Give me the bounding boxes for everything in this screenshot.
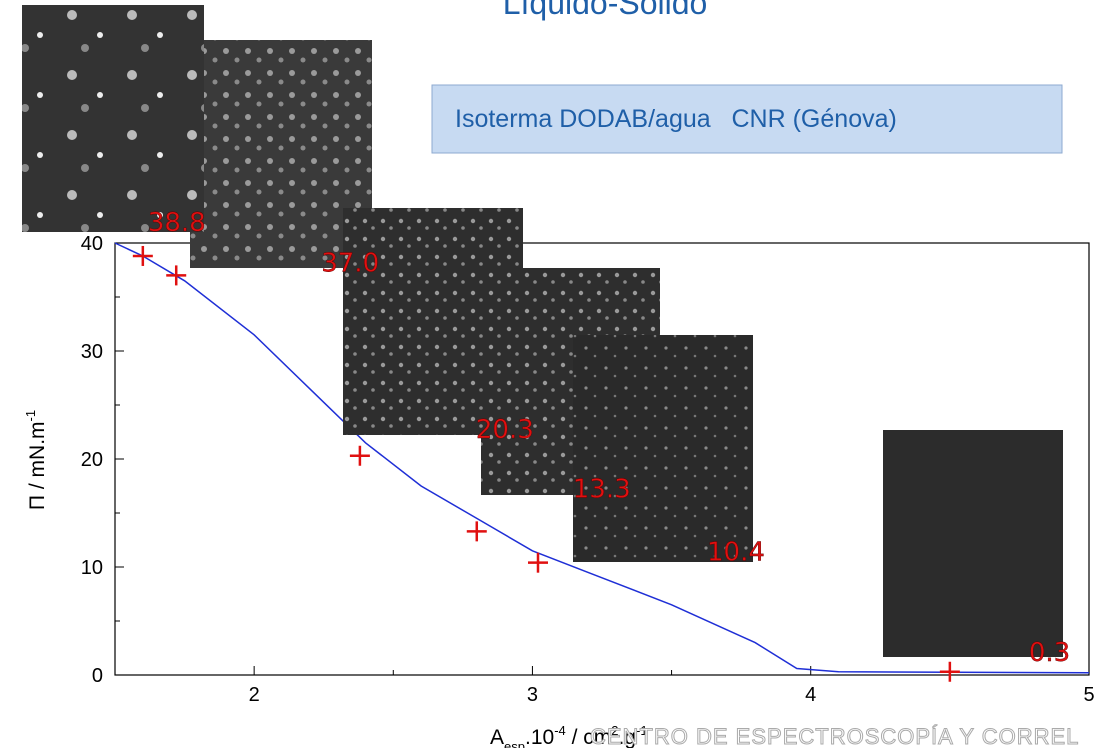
data-label: 13.3 [573, 474, 631, 504]
y-axis-label-part: -1 [23, 410, 38, 422]
x-axis-label-part: -1 [636, 723, 648, 738]
micrographs [22, 5, 1063, 657]
x-axis-label-part: / cm [566, 726, 612, 748]
data-point [349, 445, 370, 466]
x-axis-label-part: .10 [525, 726, 554, 748]
micrograph [190, 40, 372, 268]
data-point [466, 521, 487, 542]
data-point [527, 552, 548, 573]
y-tick-label: 40 [81, 233, 103, 255]
x-tick-label: 5 [1083, 684, 1094, 706]
x-axis-label-part: 2 [611, 723, 618, 738]
micrograph [22, 5, 204, 232]
micrograph [883, 430, 1063, 657]
data-label: 20.3 [476, 415, 534, 445]
y-axis-label: Π / mN.m-1 [23, 410, 49, 510]
data-point [166, 265, 187, 286]
x-axis-label-part: A [490, 726, 504, 748]
data-label: 37.0 [321, 248, 379, 278]
x-axis-label-part: .g [618, 726, 636, 748]
data-label: 0.3 [1029, 638, 1070, 668]
y-axis-label-part: Π / mN.m [26, 421, 49, 510]
data-point [939, 661, 960, 682]
data-label: 38.8 [148, 208, 206, 238]
isotherm-line [114, 242, 1090, 674]
y-tick-label: 20 [81, 449, 103, 471]
data-point [132, 245, 153, 266]
x-tick-label: 2 [249, 684, 260, 706]
watermark: CENTRO DE ESPECTROSCOPÍA Y CORREL [590, 724, 1079, 748]
data-label: 10.4 [707, 538, 765, 568]
y-tick-label: 30 [81, 341, 103, 363]
x-tick-label: 4 [805, 684, 816, 706]
x-axis-label-part: -4 [554, 723, 566, 738]
chart-title: Líquido-Sólido [503, 0, 708, 21]
y-tick-label: 0 [92, 665, 103, 687]
x-axis-label-part: esp [504, 739, 525, 748]
annotation-box [431, 84, 1063, 154]
y-tick-label: 10 [81, 557, 103, 579]
x-axis-label: Aesp.10-4 / cm2.g-1 [490, 723, 648, 748]
annotation: Isoterma DODAB/agua CNR (Génova) [455, 105, 897, 133]
series [114, 242, 1090, 674]
x-tick-label: 3 [527, 684, 538, 706]
markers: 38.8 37.0 20.3 13.3 10.4 0.3 [132, 208, 1070, 682]
micrograph [573, 335, 753, 562]
